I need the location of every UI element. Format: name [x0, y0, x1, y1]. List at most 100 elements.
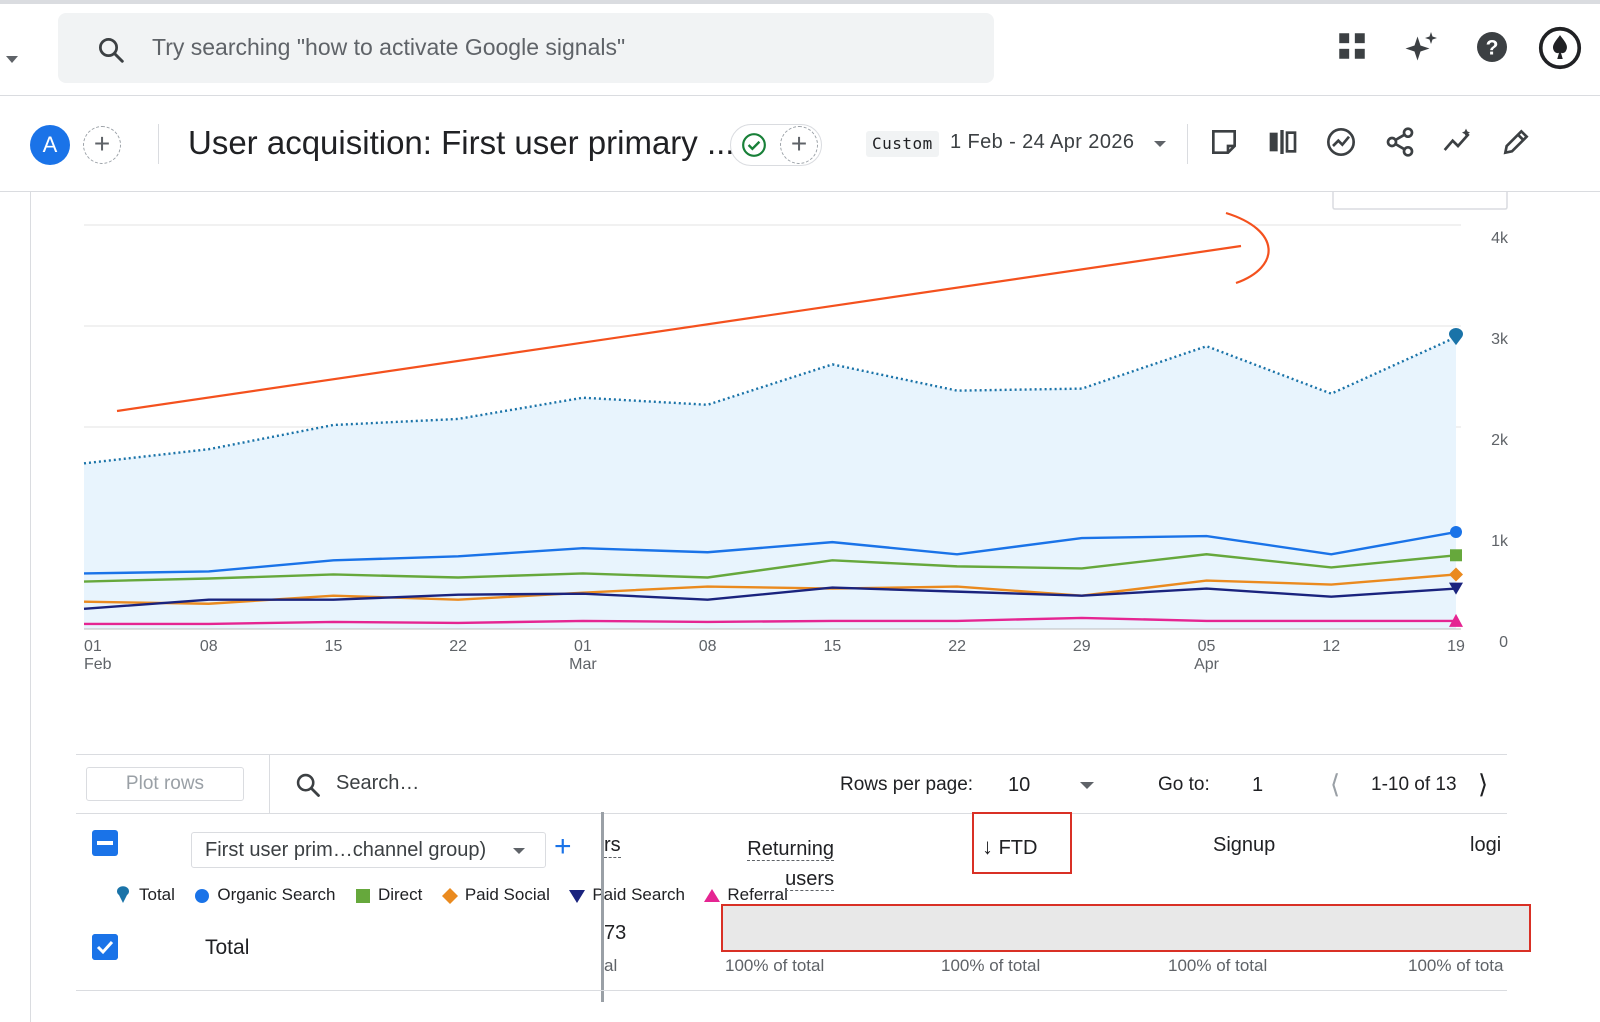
trend-icon[interactable]: [1441, 126, 1475, 158]
next-page-icon[interactable]: ⟩: [1478, 769, 1489, 799]
chart-control-box: [1332, 192, 1508, 210]
plot-rows-button[interactable]: Plot rows: [86, 767, 244, 801]
series-line-organic-search: [83, 530, 1457, 575]
note-icon[interactable]: [1208, 126, 1240, 158]
table-toolbar: Plot rows Search… Rows per page: 10 Go t…: [76, 754, 1507, 814]
y-tick-label: 3k: [1491, 331, 1509, 348]
annotation-arrow-shaft: [116, 244, 1242, 413]
search-bar[interactable]: Try searching "how to activate Google si…: [58, 13, 994, 83]
annotation-arrow-head: [1225, 211, 1270, 285]
header-ftd-label: FTD: [998, 837, 1038, 859]
account-icon[interactable]: [1538, 26, 1582, 70]
x-tick-sublabel: Feb: [84, 656, 112, 673]
triangle-up-marker-icon: [704, 888, 721, 902]
series-end-marker: [1449, 582, 1463, 595]
x-tick-label: 19: [1447, 638, 1465, 655]
frozen-column-divider[interactable]: [601, 812, 604, 1002]
toolbar-divider: [269, 755, 270, 813]
series-end-marker: [1450, 526, 1462, 539]
x-tick-label: 29: [1073, 638, 1091, 655]
total-area-fill: [84, 337, 1456, 629]
chevron-down-icon: [513, 848, 525, 854]
rows-per-page-caret-icon[interactable]: [1080, 782, 1094, 789]
legend-item-direct[interactable]: Direct: [354, 885, 422, 905]
x-tick-label: 01: [574, 638, 592, 655]
rows-per-page-label: Rows per page:: [840, 774, 974, 795]
check-circle-icon[interactable]: [741, 132, 767, 158]
total-row-label: Total: [205, 936, 250, 959]
header-signup[interactable]: Signup: [1213, 834, 1276, 856]
date-range[interactable]: 1 Feb - 24 Apr 2026: [950, 131, 1135, 153]
x-tick-label: 15: [325, 638, 343, 655]
y-tick-label: 1k: [1491, 533, 1509, 550]
property-selector-caret-icon[interactable]: [6, 56, 18, 63]
page-title: User acquisition: First user primary ...: [188, 124, 735, 161]
prev-page-icon[interactable]: ⟨: [1330, 769, 1341, 799]
series-end-marker: [1449, 613, 1463, 627]
sort-down-arrow-icon: ↓: [982, 834, 993, 859]
date-preset-chip[interactable]: Custom: [866, 131, 939, 157]
add-comparison-button[interactable]: +: [83, 126, 121, 164]
legend-label: Total: [139, 885, 175, 904]
chart-card: 0 1k 2k 3k 4k 01 Feb 08 15 22 01 Mar 08 15 22 29 05 Apr 12…: [30, 192, 1576, 1022]
rows-per-page-select[interactable]: 10: [1008, 774, 1031, 796]
header-returning-users[interactable]: Returning users: [744, 834, 834, 894]
legend-label: Paid Social: [464, 885, 550, 905]
header-ftd[interactable]: ↓ FTD: [982, 834, 1037, 860]
legend-item-paid-social[interactable]: Paid Social: [441, 885, 550, 905]
edit-icon[interactable]: [1500, 126, 1532, 158]
chart-legend: Total Organic Search Direct Paid Social …: [113, 885, 802, 909]
pin-marker-icon: [117, 885, 129, 903]
series-line-paid-search: [83, 586, 1457, 610]
series-line-direct: [83, 553, 1457, 583]
triangle-down-marker-icon: [569, 889, 586, 903]
add-filter-button[interactable]: +: [780, 126, 818, 164]
top-app-bar: Try searching "how to activate Google si…: [0, 0, 1600, 96]
diamond-marker-icon: [441, 887, 458, 904]
table-search-input[interactable]: Search…: [336, 772, 420, 794]
login-pct: 100% of tota: [1408, 956, 1504, 975]
dimension-select[interactable]: First user prim…channel group): [191, 832, 546, 868]
x-tick-label: 05: [1198, 638, 1216, 655]
legend-item-referral[interactable]: Referral: [703, 885, 788, 905]
search-icon: [296, 773, 320, 797]
x-tick-label: 12: [1322, 638, 1340, 655]
legend-label: Direct: [377, 885, 423, 905]
share-icon[interactable]: [1384, 126, 1416, 158]
header-divider: [158, 124, 159, 164]
add-dimension-button[interactable]: +: [554, 830, 572, 863]
dimension-select-label: First user prim…channel group): [205, 839, 487, 861]
select-all-checkbox[interactable]: [92, 830, 118, 856]
sparkle-icon[interactable]: [1404, 29, 1440, 65]
x-tick-sublabel: Mar: [569, 656, 597, 673]
header-users[interactable]: rs: [604, 834, 621, 858]
series-line-paid-social: [83, 573, 1457, 605]
legend-item-total[interactable]: Total: [113, 885, 175, 906]
legend-item-organic-search[interactable]: Organic Search: [193, 885, 336, 905]
series-line-total: [83, 336, 1457, 465]
report-header: A + User acquisition: First user primary…: [0, 96, 1600, 192]
search-placeholder: Try searching "how to activate Google si…: [152, 34, 626, 60]
x-tick-label: 15: [823, 638, 841, 655]
help-icon[interactable]: ?: [1474, 29, 1510, 65]
compare-icon[interactable]: [1266, 126, 1300, 158]
apps-grid-icon[interactable]: [1335, 29, 1369, 63]
total-users-value: 73: [604, 922, 627, 944]
header-login[interactable]: logi: [1470, 834, 1502, 856]
insights-icon[interactable]: [1325, 126, 1357, 158]
page-info: 1-10 of 13: [1371, 774, 1457, 795]
series-end-marker: [1449, 567, 1463, 582]
y-tick-label: 0: [1499, 634, 1508, 651]
series-end-marker: [1450, 549, 1462, 562]
goto-page-input[interactable]: 1: [1252, 774, 1264, 796]
avatar[interactable]: A: [30, 125, 70, 165]
data-table: First user prim…channel group) + Total r…: [76, 812, 1531, 1002]
goto-label: Go to:: [1158, 774, 1210, 795]
total-row-checkbox[interactable]: [92, 934, 118, 960]
redacted-values-box: [721, 904, 1531, 952]
date-range-caret-icon[interactable]: [1154, 141, 1166, 147]
legend-item-paid-search[interactable]: Paid Search: [568, 885, 685, 905]
svg-text:?: ?: [1486, 37, 1499, 60]
square-marker-icon: [355, 888, 370, 903]
ftd-highlight-box: [972, 812, 1072, 874]
